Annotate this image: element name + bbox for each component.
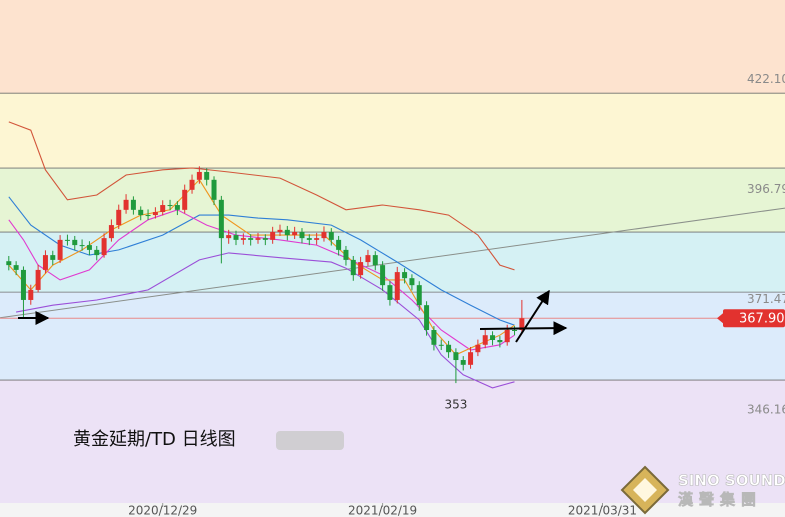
last-price-pointer	[717, 313, 723, 324]
band	[0, 0, 785, 94]
candle-body	[108, 225, 114, 239]
band	[0, 168, 785, 233]
band	[0, 232, 785, 293]
candle-body	[328, 232, 334, 240]
candle-body	[365, 255, 371, 263]
candle-body	[28, 289, 34, 300]
candle-body	[460, 360, 466, 365]
candle-body	[446, 344, 452, 353]
candle-body	[497, 340, 503, 343]
candle-body	[475, 344, 481, 353]
candle-body	[343, 249, 349, 260]
candle-body	[453, 352, 459, 361]
candle-body	[116, 209, 122, 226]
candle-body	[380, 265, 386, 286]
candle-body	[204, 171, 210, 180]
candle-body	[145, 215, 151, 217]
candle-body	[504, 329, 510, 343]
band	[0, 292, 785, 381]
candle-body	[174, 205, 180, 210]
x-tick-label: 2021/03/31	[568, 504, 637, 517]
band	[0, 93, 785, 169]
y-tick-label: 422.10	[747, 72, 785, 86]
candle-body	[431, 329, 437, 345]
candle-body	[409, 278, 415, 286]
candle-body	[424, 305, 430, 330]
indicator-line	[8, 121, 515, 271]
candle-body	[189, 179, 195, 190]
candle-body	[50, 255, 56, 260]
candle-body	[519, 318, 525, 330]
candle-body	[387, 285, 393, 300]
candle-body	[226, 235, 232, 239]
candle-body	[182, 189, 188, 210]
low-label: 353	[444, 398, 467, 412]
candle-body	[101, 238, 107, 256]
candle-body	[248, 238, 254, 240]
candle-body	[306, 238, 312, 240]
x-tick-label: 2020/12/29	[128, 504, 197, 517]
chart-title: 黄金延期/TD 日线图	[73, 429, 236, 450]
candle-body	[292, 232, 298, 236]
watermark-name: 漢聲集團	[678, 491, 762, 509]
candle-body	[211, 179, 217, 200]
candle-body	[233, 235, 239, 240]
candle-body	[482, 335, 488, 345]
candle-body	[57, 239, 63, 260]
candle-body	[299, 232, 305, 239]
candle-body	[160, 205, 166, 213]
candle-body	[394, 272, 400, 300]
candle-body	[468, 352, 474, 365]
candle-body	[350, 259, 356, 276]
last-price-label: 367.90	[739, 312, 785, 327]
candle-body	[86, 245, 92, 250]
candle-body	[218, 199, 224, 239]
candle-body	[270, 232, 276, 240]
candle-body	[262, 238, 268, 240]
y-tick-label: 346.16	[747, 402, 785, 416]
candle-body	[277, 229, 283, 233]
candle-body	[512, 329, 518, 331]
candle-body	[416, 285, 422, 306]
candle-body	[64, 239, 70, 241]
candle-body	[358, 262, 364, 276]
candle-body	[336, 239, 342, 250]
candle-body	[72, 239, 78, 246]
candle-body	[6, 261, 12, 266]
watermark-brand: SINO SOUND	[678, 472, 785, 490]
blurred-text	[276, 431, 344, 450]
candle-body	[438, 344, 444, 346]
candle-body	[13, 265, 19, 270]
logo	[620, 465, 670, 515]
candle-body	[42, 255, 48, 270]
candle-body	[284, 229, 290, 236]
trendline	[0, 207, 785, 319]
y-tick-label: 371.47	[747, 292, 785, 306]
x-axis-strip	[0, 503, 785, 517]
candle-body	[138, 209, 144, 216]
candle-body	[490, 335, 496, 341]
x-tick-label: 2021/02/19	[348, 504, 417, 517]
candle-body	[94, 249, 100, 256]
candle-body	[321, 232, 327, 239]
candle-body	[314, 238, 320, 240]
candle-body	[152, 212, 158, 216]
y-tick-label: 396.79	[747, 182, 785, 196]
arrow	[479, 321, 568, 336]
last-price-tag	[723, 309, 785, 328]
candle-body	[196, 171, 202, 180]
candle-body	[130, 199, 136, 210]
candle-body	[255, 238, 261, 240]
arrow	[515, 289, 550, 343]
candle-body	[123, 199, 129, 210]
candle-body	[35, 269, 41, 290]
candle-body	[167, 205, 173, 207]
candle-body	[79, 245, 85, 247]
candle-body	[402, 272, 408, 279]
candle-body	[20, 269, 26, 300]
candle-body	[372, 255, 378, 266]
candle-body	[240, 238, 246, 240]
